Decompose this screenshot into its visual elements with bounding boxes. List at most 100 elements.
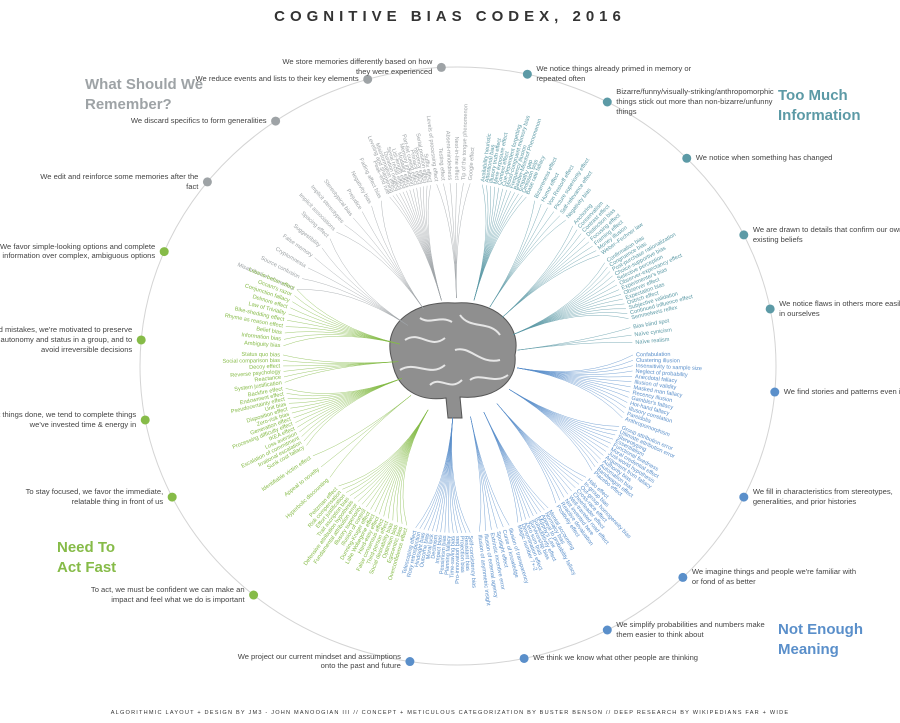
branch <box>427 185 442 301</box>
branch <box>496 403 587 478</box>
group-dot <box>363 74 373 84</box>
bias-name: Planning fallacy <box>444 535 452 575</box>
bias-name: Testing effect <box>437 148 446 182</box>
quadrant-title: Not Enough Meaning <box>778 621 863 658</box>
group-description: We reduce events and lists to their key … <box>195 74 359 84</box>
bias-name: Unit bias <box>264 402 287 413</box>
branch <box>288 378 402 404</box>
group-description: We fill in characteristics from stereoty… <box>752 487 893 507</box>
branch <box>396 409 429 523</box>
branch <box>473 195 523 301</box>
branch <box>455 183 464 299</box>
group-dot <box>405 657 415 667</box>
group-description: We find stories and patterns even in spa… <box>783 387 900 397</box>
branch <box>282 354 399 364</box>
group-description: We discard specifics to form generalitie… <box>130 116 267 126</box>
group-dot <box>602 97 612 107</box>
branch <box>383 409 429 517</box>
bias-name: Reverse psychology <box>230 369 281 379</box>
branch <box>473 186 495 301</box>
group-dot <box>678 572 688 582</box>
bias-name: Information bias <box>241 332 281 342</box>
branch <box>517 367 623 419</box>
group-description: We are drawn to details that confirm our… <box>752 225 900 244</box>
branch <box>381 200 424 309</box>
branch <box>517 327 631 351</box>
group-dot <box>167 492 177 502</box>
branch <box>336 231 424 309</box>
branch <box>455 183 471 299</box>
branch <box>513 275 613 335</box>
branch <box>517 367 625 413</box>
branch <box>502 229 578 318</box>
bias-name: Suffix effect <box>422 153 433 183</box>
group-description: We project our current mindset and assum… <box>237 651 401 671</box>
branch <box>470 416 504 528</box>
bias-name: Next-in-line effect <box>453 137 459 181</box>
branch <box>357 409 429 502</box>
branch <box>496 403 580 485</box>
branch <box>285 378 402 394</box>
group-description: We simplify probabilities and numbers ma… <box>616 620 765 639</box>
group-description: To avoid mistakes, we're motivated to pr… <box>0 325 133 354</box>
bias-name: Clustering illusion <box>636 358 680 365</box>
branch <box>489 211 555 308</box>
branch <box>483 412 523 522</box>
bias-name: Outcome bias <box>419 533 431 568</box>
branch <box>473 196 527 301</box>
branch <box>290 307 400 345</box>
group-description: We notice things already primed in memor… <box>536 64 692 84</box>
branch <box>470 416 510 526</box>
group-description: We imagine things and people we're famil… <box>691 567 857 587</box>
group-description: We edit and reinforce some memories afte… <box>40 172 199 191</box>
group-dot <box>739 230 749 240</box>
group-dot <box>519 653 529 663</box>
branch <box>489 200 535 308</box>
branch <box>502 254 600 318</box>
branch <box>489 215 561 308</box>
bias-name: Naïve cynicism <box>634 327 672 338</box>
bias-name: Status quo bias <box>241 352 280 359</box>
branch <box>302 278 408 326</box>
group-dot <box>136 335 146 345</box>
group-description: To get things done, we tend to complete … <box>0 410 137 429</box>
branch <box>296 289 400 345</box>
branch <box>513 294 622 335</box>
branch <box>473 185 489 301</box>
branch <box>483 412 545 511</box>
branch <box>517 354 634 372</box>
group-dot <box>202 177 212 187</box>
footer: ALGORITHMIC LAYOUT + DESIGN BY JM3 - JOH… <box>110 710 790 716</box>
bias-name: Social comparison bias <box>222 358 280 365</box>
brain <box>389 302 517 419</box>
branch <box>496 403 565 498</box>
branch <box>329 238 408 326</box>
branch <box>285 326 400 345</box>
group-dot <box>682 153 692 163</box>
branch <box>307 267 408 326</box>
group-dot <box>765 304 775 314</box>
branch <box>473 184 487 301</box>
branch <box>349 409 429 496</box>
branch <box>489 219 566 308</box>
bias-name: Anecdotal fallacy <box>635 374 678 384</box>
bias-name: Confabulation <box>636 352 671 359</box>
branch <box>294 295 400 345</box>
group-dot <box>436 62 446 72</box>
group-dot <box>602 625 612 635</box>
bias-name: Self-consistency bias <box>467 535 477 588</box>
branch <box>470 416 482 532</box>
branch <box>402 409 429 526</box>
branch <box>303 378 402 442</box>
branch <box>473 192 515 301</box>
group-description: To stay focused, we favor the immediate,… <box>25 487 164 507</box>
branch <box>345 409 429 493</box>
branch <box>352 217 424 309</box>
branch <box>392 409 429 521</box>
branch <box>371 205 424 309</box>
bias-name: Reactance <box>254 375 281 384</box>
branch <box>400 409 429 524</box>
branch <box>451 417 467 533</box>
